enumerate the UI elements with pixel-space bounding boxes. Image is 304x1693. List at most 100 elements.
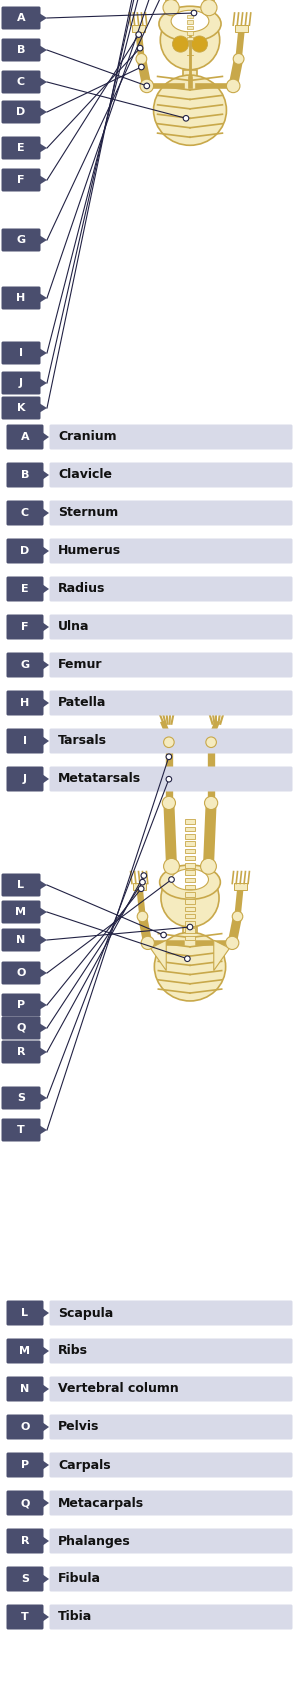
Circle shape [162, 796, 175, 809]
Polygon shape [39, 907, 47, 918]
Bar [185, 906, 195, 911]
Text: Tibia: Tibia [58, 1610, 92, 1624]
Polygon shape [39, 349, 47, 357]
Circle shape [166, 777, 172, 782]
Text: I: I [19, 349, 23, 357]
FancyBboxPatch shape [6, 501, 43, 525]
Text: Fibula: Fibula [58, 1573, 101, 1586]
Text: T: T [21, 1612, 29, 1622]
Polygon shape [42, 471, 49, 481]
Text: G: G [20, 660, 29, 670]
FancyBboxPatch shape [2, 39, 40, 61]
Text: Sternum: Sternum [58, 506, 118, 520]
FancyBboxPatch shape [2, 286, 40, 310]
Bar [183, 69, 197, 86]
Bar [185, 936, 195, 940]
Text: F: F [17, 174, 25, 185]
Polygon shape [42, 621, 49, 631]
Polygon shape [39, 1094, 47, 1104]
FancyBboxPatch shape [50, 691, 292, 716]
FancyBboxPatch shape [50, 767, 292, 792]
Bar [185, 863, 195, 867]
Bar [185, 892, 195, 897]
Circle shape [137, 911, 148, 921]
FancyBboxPatch shape [50, 1453, 292, 1478]
Polygon shape [42, 584, 49, 594]
FancyBboxPatch shape [2, 100, 40, 124]
FancyBboxPatch shape [2, 229, 40, 252]
Text: Humerus: Humerus [58, 545, 121, 557]
FancyBboxPatch shape [2, 928, 40, 951]
Circle shape [161, 933, 166, 938]
Text: H: H [20, 698, 29, 708]
Text: J: J [19, 378, 23, 388]
Bar [185, 899, 195, 904]
Circle shape [136, 32, 141, 37]
Text: B: B [21, 471, 29, 481]
Text: B: B [17, 46, 25, 54]
Polygon shape [42, 1422, 49, 1432]
FancyBboxPatch shape [50, 1529, 292, 1554]
Text: P: P [17, 1001, 25, 1011]
FancyBboxPatch shape [2, 1016, 40, 1040]
Polygon shape [42, 774, 49, 784]
Polygon shape [39, 235, 47, 245]
Bar [185, 848, 195, 853]
Circle shape [140, 80, 154, 93]
FancyBboxPatch shape [6, 1414, 43, 1439]
FancyBboxPatch shape [50, 1376, 292, 1402]
FancyBboxPatch shape [2, 901, 40, 923]
Circle shape [183, 115, 189, 122]
FancyBboxPatch shape [6, 1300, 43, 1326]
Polygon shape [42, 508, 49, 518]
Polygon shape [39, 1046, 47, 1056]
Bar [187, 20, 193, 24]
Bar [185, 841, 195, 846]
Text: Phalanges: Phalanges [58, 1534, 131, 1547]
Text: Q: Q [16, 1023, 26, 1033]
Text: Scapula: Scapula [58, 1307, 113, 1319]
FancyBboxPatch shape [2, 962, 40, 985]
Ellipse shape [154, 74, 226, 146]
FancyBboxPatch shape [6, 1490, 43, 1515]
FancyBboxPatch shape [50, 728, 292, 753]
Bar [183, 928, 197, 943]
FancyBboxPatch shape [2, 342, 40, 364]
Text: A: A [21, 432, 29, 442]
Text: Ulna: Ulna [58, 621, 89, 633]
Bar [185, 914, 195, 919]
Text: Ribs: Ribs [58, 1344, 88, 1358]
Polygon shape [42, 1498, 49, 1508]
FancyBboxPatch shape [50, 1605, 292, 1629]
Bar [185, 885, 195, 889]
Circle shape [201, 0, 217, 15]
Circle shape [141, 874, 147, 879]
Text: Metacarpals: Metacarpals [58, 1497, 144, 1510]
FancyBboxPatch shape [50, 577, 292, 601]
Polygon shape [42, 1612, 49, 1622]
Circle shape [166, 753, 172, 760]
FancyBboxPatch shape [2, 1087, 40, 1109]
Bar [187, 25, 193, 29]
Polygon shape [42, 1574, 49, 1585]
Text: N: N [20, 1383, 29, 1393]
Text: Femur: Femur [58, 659, 102, 672]
FancyBboxPatch shape [6, 1605, 43, 1629]
Polygon shape [39, 174, 47, 185]
Polygon shape [39, 968, 47, 979]
FancyBboxPatch shape [6, 728, 43, 753]
Bar [187, 30, 193, 34]
FancyBboxPatch shape [50, 425, 292, 450]
FancyBboxPatch shape [50, 652, 292, 677]
Ellipse shape [171, 10, 209, 32]
Text: R: R [21, 1536, 29, 1546]
Polygon shape [39, 142, 47, 152]
FancyBboxPatch shape [6, 1529, 43, 1554]
Text: Q: Q [20, 1498, 30, 1508]
Text: D: D [20, 547, 29, 555]
FancyBboxPatch shape [2, 994, 40, 1016]
Polygon shape [42, 432, 49, 442]
Ellipse shape [160, 865, 220, 899]
Circle shape [140, 879, 145, 885]
Text: Cranium: Cranium [58, 430, 117, 444]
